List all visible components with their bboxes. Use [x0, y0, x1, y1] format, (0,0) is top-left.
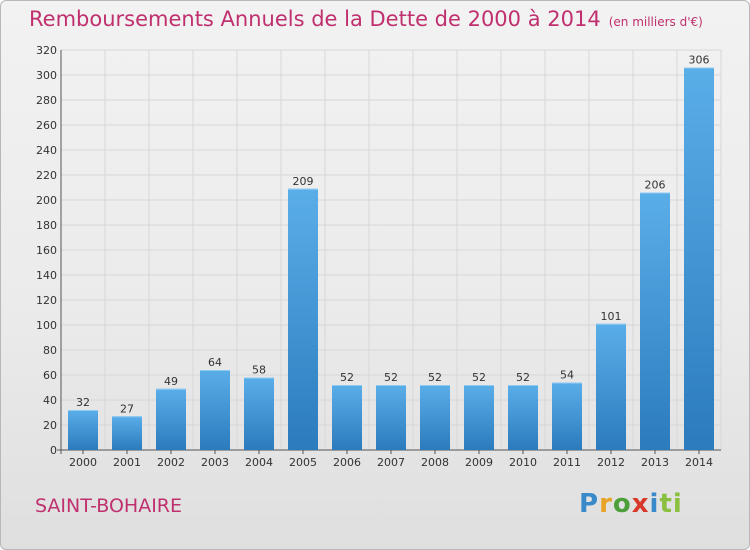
- bar-2011: [552, 382, 582, 450]
- bar-2007: [376, 385, 406, 450]
- y-tick-label: 260: [36, 119, 57, 132]
- y-tick-label: 60: [43, 369, 57, 382]
- logo-letter: ti: [659, 489, 683, 519]
- bar-2004: [244, 377, 274, 450]
- data-label: 52: [384, 371, 398, 384]
- x-tick-label: 2000: [69, 456, 97, 469]
- bars: [68, 67, 714, 450]
- bar-2003: [200, 370, 230, 450]
- logo-letter: x: [631, 489, 650, 519]
- y-tick-label: 0: [50, 444, 57, 457]
- commune-name: SAINT-BOHAIRE: [35, 495, 183, 517]
- bar-2010: [508, 385, 538, 450]
- data-label: 58: [252, 364, 266, 377]
- bar-2009: [464, 385, 494, 450]
- data-label: 209: [293, 175, 314, 188]
- chart-title: Remboursements Annuels de la Dette de 20…: [29, 7, 703, 31]
- bar-2002: [156, 388, 186, 450]
- y-tick-label: 120: [36, 294, 57, 307]
- x-tick-label: 2004: [245, 456, 273, 469]
- data-label: 52: [340, 371, 354, 384]
- data-label: 49: [164, 375, 178, 388]
- bar-2006: [332, 385, 362, 450]
- x-tick-label: 2006: [333, 456, 361, 469]
- data-label: 52: [472, 371, 486, 384]
- data-label: 101: [601, 310, 622, 323]
- proxiti-logo[interactable]: Proxiti: [579, 489, 683, 519]
- x-tick-label: 2012: [597, 456, 625, 469]
- bar-2000: [68, 410, 98, 450]
- data-label: 52: [428, 371, 442, 384]
- y-tick-label: 200: [36, 194, 57, 207]
- bar-2013: [640, 192, 670, 450]
- data-label: 32: [76, 396, 90, 409]
- y-tick-label: 240: [36, 144, 57, 157]
- x-tick-label: 2014: [685, 456, 713, 469]
- logo-letter: P: [579, 489, 600, 519]
- x-tick-label: 2009: [465, 456, 493, 469]
- y-tick-label: 140: [36, 269, 57, 282]
- x-tick-label: 2001: [113, 456, 141, 469]
- x-tick-label: 2013: [641, 456, 669, 469]
- data-label: 27: [120, 402, 134, 415]
- x-tick-label: 2002: [157, 456, 185, 469]
- x-tick-label: 2005: [289, 456, 317, 469]
- y-tick-label: 100: [36, 319, 57, 332]
- logo-letter: r: [599, 489, 613, 519]
- x-tick-label: 2007: [377, 456, 405, 469]
- bar-2005: [288, 188, 318, 450]
- bar-2014: [684, 67, 714, 450]
- y-tick-label: 80: [43, 344, 57, 357]
- x-tick-label: 2003: [201, 456, 229, 469]
- data-labels: 32 27 49 64 58 209 52 52 52 52 52 54 101 206 306: [76, 54, 710, 416]
- data-label: 64: [208, 356, 222, 369]
- x-tick-label: 2011: [553, 456, 581, 469]
- y-tick-label: 320: [36, 44, 57, 57]
- data-label: 306: [689, 54, 710, 67]
- x-tick-label: 2010: [509, 456, 537, 469]
- data-label: 52: [516, 371, 530, 384]
- data-label: 54: [560, 369, 574, 382]
- y-tick-label: 280: [36, 94, 57, 107]
- bar-2008: [420, 385, 450, 450]
- y-tick-label: 160: [36, 244, 57, 257]
- chart-unit: (en milliers d'€): [608, 15, 703, 29]
- y-tick-label: 300: [36, 69, 57, 82]
- logo-letter: i: [649, 489, 660, 519]
- y-tick-label: 180: [36, 219, 57, 232]
- x-tick-label: 2008: [421, 456, 449, 469]
- data-label: 206: [645, 179, 666, 192]
- logo-letter: o: [612, 489, 632, 519]
- chart-title-text: Remboursements Annuels de la Dette de 20…: [29, 7, 601, 31]
- y-tick-label: 220: [36, 169, 57, 182]
- bar-2001: [112, 416, 142, 450]
- y-tick-labels: 0 20 40 60 80 100 120 140 160 180 200 220 240 260 280 3…: [36, 44, 57, 457]
- bar-2012: [596, 323, 626, 450]
- y-tick-label: 20: [43, 419, 57, 432]
- y-tick-label: 40: [43, 394, 57, 407]
- x-tick-labels: 2000 2001 2002 2003 2004 2005 2006 2007 2008 2009…: [69, 456, 713, 469]
